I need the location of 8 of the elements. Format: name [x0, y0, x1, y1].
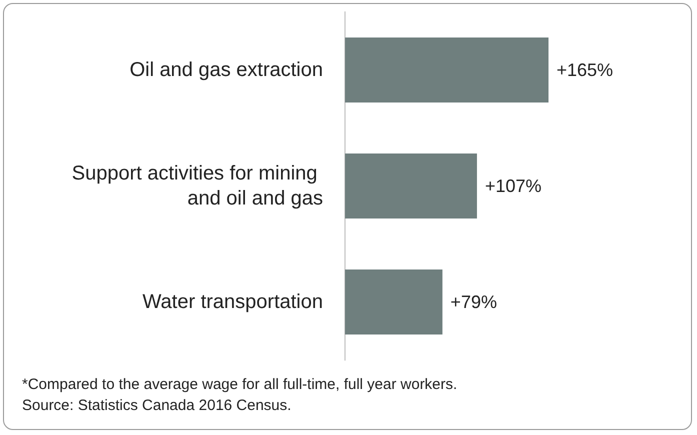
- y-tick-label: Support activities for mining and oil and gas: [72, 162, 323, 210]
- data-label: +107%: [484, 176, 542, 196]
- data-label: +165%: [556, 60, 614, 80]
- data-label: +79%: [450, 292, 497, 312]
- source-note: Source: Statistics Canada 2016 Census.: [22, 397, 292, 414]
- y-tick-label: Oil and gas extraction: [130, 59, 323, 81]
- text: *Compared to the average wage for all full-time, full year workers.: [22, 376, 458, 393]
- y-tick-label: Water transportation: [142, 291, 323, 313]
